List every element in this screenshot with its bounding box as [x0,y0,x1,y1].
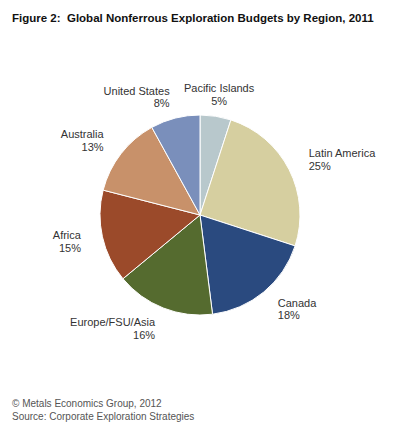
footer: © Metals Economics Group, 2012 [12,398,162,409]
slice [152,115,200,215]
slice-label: Europe/FSU/Asia16% [70,316,156,341]
slice-label: Pacific Islands5% [184,82,255,107]
category-label: Pacific Islands [184,82,255,94]
category-label: United States [104,85,171,97]
slice-label: Latin America25% [309,147,377,172]
pie [100,115,300,315]
data-label: 13% [82,141,104,153]
title: Figure 2: Global Nonferrous Exploration … [12,12,374,24]
slice-label: Canada18% [278,297,317,322]
slice-label: Africa15% [53,229,82,254]
data-label: 25% [309,160,331,172]
category-label: Europe/FSU/Asia [70,316,156,328]
footer: Source: Corporate Exploration Strategies [12,411,194,422]
category-label: Canada [278,297,317,309]
category-label: Latin America [309,147,377,159]
slice-label: United States8% [104,85,171,110]
data-label: 18% [278,309,300,321]
slice-label: Australia13% [61,128,105,153]
data-label: 16% [133,329,155,341]
data-label: 5% [211,95,227,107]
labels: Pacific Islands5%Latin America25%Canada1… [53,82,376,341]
data-label: 15% [59,242,81,254]
data-label: 8% [154,97,170,109]
category-label: Africa [53,229,82,241]
chart: Figure 2: Global Nonferrous Exploration … [0,0,400,434]
category-label: Australia [61,128,105,140]
